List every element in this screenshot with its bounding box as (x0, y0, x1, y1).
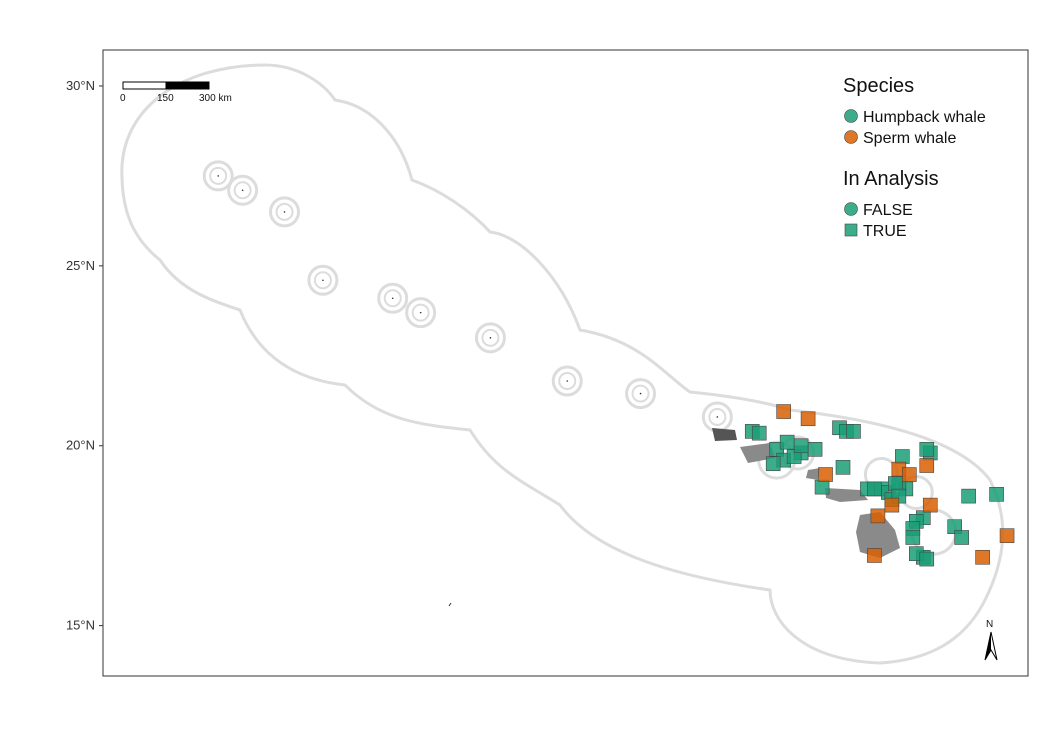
island-buffer-ring (377, 282, 409, 314)
legend-label-false: FALSE (863, 202, 913, 219)
humpback-whale-sighting (961, 488, 976, 504)
humpback-whale-sighting (895, 449, 910, 464)
y-tick-label: 30°N (66, 78, 95, 93)
humpback-whale-sighting (751, 425, 767, 441)
island-buffer-ring-inner (383, 289, 402, 308)
island-buffer-ring-inner (275, 202, 294, 221)
sperm-whale-sighting (902, 467, 917, 482)
scale-bar: 0 150 300 km (120, 81, 232, 104)
legend-label-humpback: Humpback whale (863, 109, 986, 126)
north-arrow-label: N (986, 619, 993, 630)
humpback-whale-sighting (807, 442, 823, 457)
legend-key-false (844, 202, 858, 216)
y-tick-label: 25°N (66, 258, 95, 273)
north-arrow: N (984, 619, 998, 661)
legend-species-title: Species (843, 75, 914, 97)
scale-label-300: 300 km (199, 93, 232, 104)
y-axis: 30°N 25°N 20°N 15°N (66, 78, 103, 633)
legend-label-true: TRUE (863, 223, 907, 240)
humpback-whale-sighting (905, 530, 921, 545)
island-dot (283, 211, 286, 213)
sperm-whale-sighting (922, 497, 938, 513)
sperm-whale-sighting (870, 508, 886, 524)
humpback-whale-sighting (888, 476, 903, 491)
humpback-whale-sighting (919, 442, 935, 457)
sperm-whale-sighting (800, 411, 816, 427)
land-patch (856, 512, 900, 558)
island-buffer-ring-inner (558, 371, 577, 390)
humpback-whale-sighting (793, 438, 809, 454)
island-dot (241, 189, 244, 192)
plot-background (102, 49, 1029, 677)
island-buffer-ring (474, 322, 506, 354)
island-buffer-ring (307, 264, 339, 296)
island-buffer-ring (269, 196, 301, 228)
sighting-points (744, 404, 1015, 567)
legend-analysis-title: In Analysis (843, 168, 939, 190)
legend-key-humpback (844, 109, 858, 123)
island-dot (566, 380, 569, 382)
island-buffer-ring-inner (313, 271, 332, 290)
sperm-whale-sighting (776, 404, 791, 419)
humpback-whale-sighting (835, 460, 851, 475)
island-buffer-ring-inner (411, 303, 430, 322)
legend-key-true (844, 223, 858, 237)
island-dot (391, 297, 394, 300)
island-dot (217, 175, 219, 177)
y-tick-label: 20°N (66, 438, 95, 453)
humpback-whale-sighting (765, 456, 781, 472)
island-buffer-ring (227, 174, 259, 206)
island-dot (322, 279, 324, 282)
island-dot (489, 337, 492, 339)
sperm-whale-sighting (975, 549, 990, 565)
humpback-whale-sighting (989, 487, 1004, 502)
island-buffer-ring (405, 297, 437, 329)
scale-bar-black-segment (165, 81, 210, 90)
y-tick-label: 15°N (66, 618, 95, 633)
north-arrow-shade (985, 632, 991, 660)
humpback-whale-sighting (779, 434, 795, 450)
scale-label-0: 0 (120, 93, 126, 104)
legend: Species Humpback whale Sperm whale In An… (843, 75, 986, 240)
island-dot (716, 416, 719, 418)
island-dot (419, 311, 422, 314)
island-buffer-ring-inner (209, 166, 228, 185)
sperm-whale-sighting (999, 528, 1015, 543)
sperm-whale-sighting (919, 458, 935, 473)
island-buffer-ring (551, 365, 583, 397)
humpback-whale-sighting (846, 424, 861, 439)
humpback-whale-sighting (814, 479, 830, 495)
sperm-whale-sighting (818, 467, 833, 482)
island-buffer-ring-inner (631, 384, 650, 403)
scale-bar-white-segment (122, 81, 167, 90)
small-feature-mark (448, 602, 452, 607)
sperm-whale-sighting (884, 497, 900, 513)
island-buffers (202, 160, 733, 433)
land-patch (712, 428, 737, 441)
humpback-whale-sighting (867, 481, 882, 497)
legend-label-sperm: Sperm whale (863, 130, 956, 147)
island-buffer-ring-inner (481, 328, 500, 347)
scale-label-150: 150 (157, 93, 174, 104)
island-buffer-ring-inner (708, 407, 727, 426)
humpback-whale-sighting (919, 551, 935, 567)
humpback-whale-sighting (954, 530, 969, 545)
sperm-whale-sighting (867, 548, 882, 563)
island-buffer-ring (202, 160, 234, 192)
island-dot (639, 392, 642, 395)
land-patch (825, 488, 868, 502)
island-buffer-ring (625, 378, 657, 410)
island-buffer-ring-inner (233, 181, 252, 200)
legend-key-sperm (844, 130, 858, 144)
land-patch (806, 468, 820, 480)
